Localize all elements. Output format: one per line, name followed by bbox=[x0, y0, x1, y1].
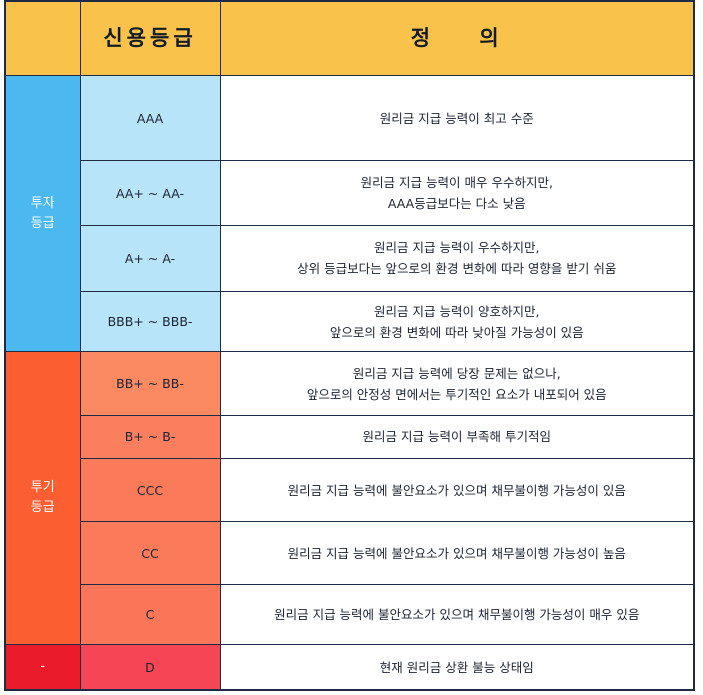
table-row: AA+ ~ AA- 원리금 지급 능력이 매우 우수하지만, AAA등급보다는 … bbox=[5, 160, 695, 226]
definition-cell: 원리금 지급 능력에 당장 문제는 없으나, 앞으로의 안정성 면에서는 투기적… bbox=[219, 351, 695, 416]
definition-line: 원리금 지급 능력이 최고 수준 bbox=[379, 110, 534, 126]
category-investment: 투자 등급 bbox=[4, 74, 81, 353]
table-row: 투자 등급 AAA 원리금 지급 능력이 최고 수준 bbox=[4, 74, 695, 353]
category-speculative-line1: 투기 bbox=[30, 480, 55, 496]
grade-cell: A+ ~ A- bbox=[79, 224, 221, 293]
grade-cell: BBB+ ~ BBB- bbox=[79, 291, 221, 353]
definition-line: 원리금 지급 능력에 불안요소가 있으며 채무불이행 가능성이 높음 bbox=[287, 545, 626, 561]
table-row: - D 현재 원리금 상환 불능 상태임 bbox=[4, 644, 695, 691]
definition-line: AAA등급보다는 다소 낮음 bbox=[387, 196, 526, 212]
category-default: - bbox=[4, 644, 81, 691]
definition-cell: 원리금 지급 능력이 양호하지만, 앞으로의 환경 변화에 따라 낮아질 가능성… bbox=[219, 291, 695, 353]
header-grade: 신용등급 bbox=[79, 0, 221, 76]
category-investment-line1: 투자 bbox=[30, 195, 55, 211]
category-speculative-line2: 등급 bbox=[30, 500, 55, 516]
definition-cell: 현재 원리금 상환 불능 상태임 bbox=[219, 644, 695, 691]
table-row: BBB+ ~ BBB- 원리금 지급 능력이 양호하지만, 앞으로의 환경 변화… bbox=[5, 291, 695, 353]
category-speculative: 투기 등급 bbox=[4, 351, 81, 646]
header-row: 신용등급 정 의 bbox=[4, 0, 695, 76]
definition-line: 원리금 지급 능력이 우수하지만, bbox=[374, 240, 540, 256]
definition-cell: 원리금 지급 능력이 부족해 투기적임 bbox=[219, 414, 695, 460]
definition-line: 상위 등급보다는 앞으로의 환경 변화에 따라 영향을 받기 쉬움 bbox=[297, 261, 617, 277]
definition-line: 앞으로의 환경 변화에 따라 낮아질 가능성이 있음 bbox=[329, 324, 584, 340]
definition-cell: 원리금 지급 능력에 불안요소가 있으며 채무불이행 가능성이 높음 bbox=[219, 521, 695, 585]
category-investment-line2: 등급 bbox=[30, 215, 55, 231]
table-row: B+ ~ B- 원리금 지급 능력이 부족해 투기적임 bbox=[5, 414, 695, 460]
definition-cell: 원리금 지급 능력에 불안요소가 있으며 채무불이행 가능성이 있음 bbox=[219, 458, 695, 523]
definition-line: 현재 원리금 상환 불능 상태임 bbox=[379, 659, 534, 675]
grade-cell: AA+ ~ AA- bbox=[79, 160, 221, 226]
header-definition: 정 의 bbox=[219, 0, 695, 76]
definition-line: 원리금 지급 능력에 불안요소가 있으며 채무불이행 가능성이 있음 bbox=[287, 482, 626, 498]
credit-rating-table-container: 신용등급 정 의 투자 등급 AAA 원리금 지급 능력이 최고 수준 AA+ … bbox=[4, 0, 699, 693]
definition-line: 앞으로의 안정성 면에서는 투기적인 요소가 내포되어 있음 bbox=[306, 386, 607, 402]
grade-cell: C bbox=[79, 583, 221, 646]
definition-cell: 원리금 지급 능력이 매우 우수하지만, AAA등급보다는 다소 낮음 bbox=[219, 160, 695, 226]
definition-line: 원리금 지급 능력에 당장 문제는 없으나, bbox=[352, 365, 561, 381]
grade-cell: AAA bbox=[79, 74, 221, 162]
definition-line: 원리금 지급 능력이 부족해 투기적임 bbox=[362, 429, 551, 445]
table-row: A+ ~ A- 원리금 지급 능력이 우수하지만, 상위 등급보다는 앞으로의 … bbox=[5, 224, 695, 293]
grade-cell: CC bbox=[79, 521, 221, 585]
definition-cell: 원리금 지급 능력이 최고 수준 bbox=[219, 74, 695, 162]
table-row: 투기 등급 BB+ ~ BB- 원리금 지급 능력에 당장 문제는 없으나, 앞… bbox=[4, 351, 695, 646]
credit-rating-table: 신용등급 정 의 투자 등급 AAA 원리금 지급 능력이 최고 수준 AA+ … bbox=[4, 0, 695, 691]
definition-line: 원리금 지급 능력이 매우 우수하지만, bbox=[360, 175, 553, 191]
header-blank-cell bbox=[4, 0, 81, 76]
definition-line: 원리금 지급 능력에 불안요소가 있으며 채무불이행 가능성이 매우 있음 bbox=[274, 606, 640, 622]
definition-line: 원리금 지급 능력이 양호하지만, bbox=[374, 303, 540, 319]
grade-cell: BB+ ~ BB- bbox=[79, 351, 221, 416]
definition-cell: 원리금 지급 능력에 불안요소가 있으며 채무불이행 가능성이 매우 있음 bbox=[219, 583, 695, 646]
grade-cell: B+ ~ B- bbox=[79, 414, 221, 460]
table-row: CC 원리금 지급 능력에 불안요소가 있으며 채무불이행 가능성이 높음 bbox=[5, 521, 695, 585]
definition-cell: 원리금 지급 능력이 우수하지만, 상위 등급보다는 앞으로의 환경 변화에 따… bbox=[219, 224, 695, 293]
table-row: C 원리금 지급 능력에 불안요소가 있으며 채무불이행 가능성이 매우 있음 bbox=[5, 583, 695, 646]
grade-cell: CCC bbox=[79, 458, 221, 523]
grade-cell: D bbox=[79, 644, 221, 691]
table-row: CCC 원리금 지급 능력에 불안요소가 있으며 채무불이행 가능성이 있음 bbox=[5, 458, 695, 523]
